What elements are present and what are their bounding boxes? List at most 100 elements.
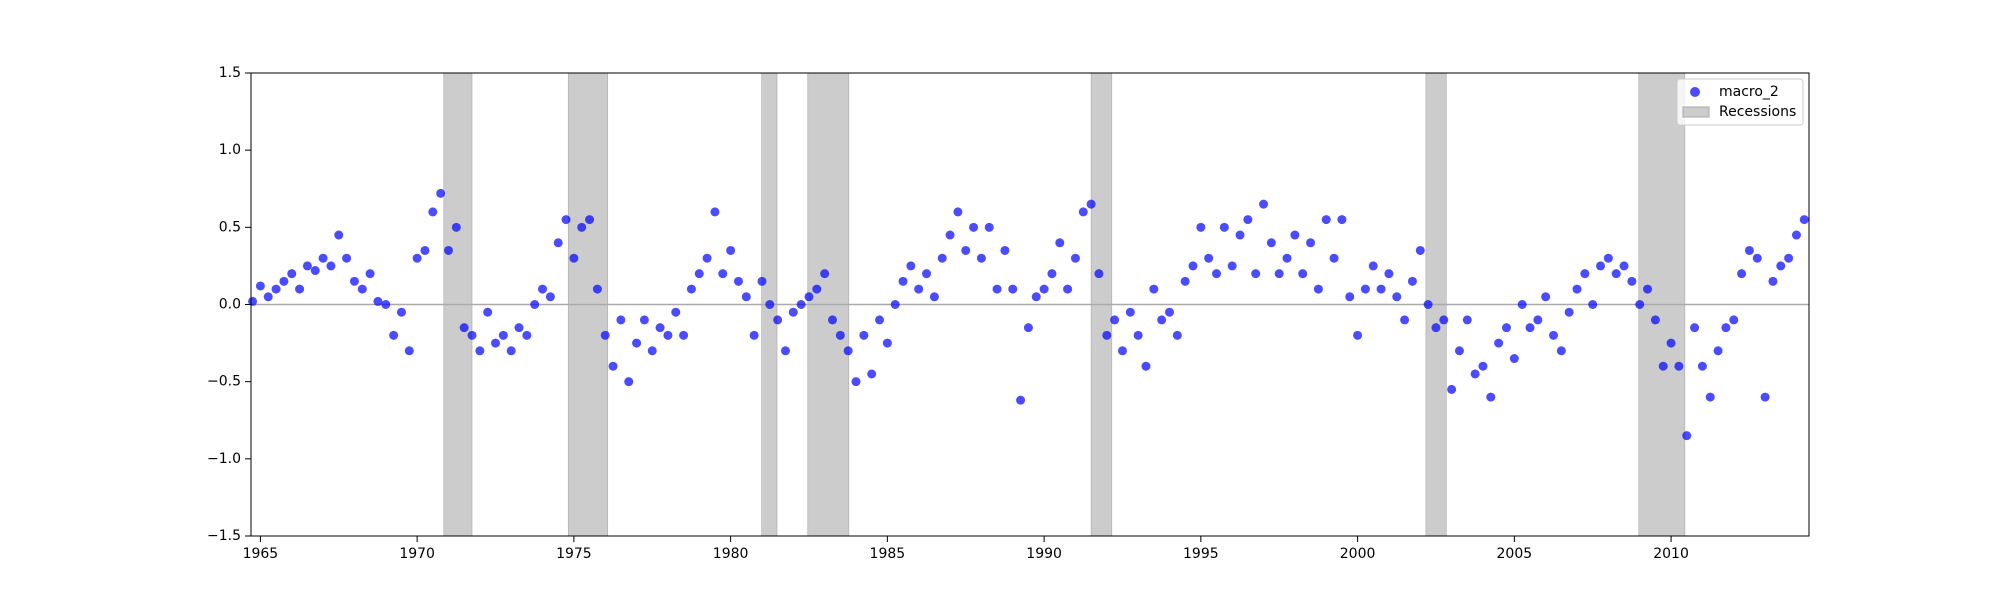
legend-label: Recessions bbox=[1719, 104, 1796, 120]
point bbox=[875, 315, 885, 325]
point bbox=[483, 307, 493, 317]
point bbox=[349, 276, 359, 286]
point bbox=[1564, 307, 1574, 317]
point bbox=[1423, 300, 1433, 309]
point bbox=[1188, 261, 1198, 271]
point bbox=[812, 284, 822, 294]
point bbox=[1039, 284, 1049, 294]
point bbox=[1588, 300, 1598, 309]
point bbox=[1439, 315, 1449, 325]
point bbox=[694, 269, 704, 279]
point bbox=[796, 300, 806, 309]
point bbox=[835, 330, 845, 340]
point bbox=[357, 284, 367, 294]
point bbox=[1243, 215, 1253, 225]
point bbox=[498, 330, 508, 340]
point bbox=[733, 276, 743, 286]
point bbox=[718, 269, 728, 279]
point bbox=[1760, 392, 1770, 402]
point bbox=[373, 296, 383, 306]
point bbox=[1666, 338, 1676, 348]
x-tick-label: 1995 bbox=[1183, 546, 1219, 562]
point bbox=[788, 307, 798, 317]
legend-label: macro_2 bbox=[1719, 84, 1779, 100]
point bbox=[334, 230, 344, 240]
point bbox=[1259, 199, 1269, 209]
point bbox=[1392, 292, 1402, 302]
point bbox=[1509, 354, 1519, 364]
point bbox=[922, 269, 932, 279]
point bbox=[585, 215, 595, 225]
point bbox=[1117, 346, 1127, 356]
point bbox=[1525, 323, 1535, 333]
point bbox=[632, 338, 642, 348]
point bbox=[1682, 431, 1692, 441]
x-tick-label: 1970 bbox=[399, 546, 435, 562]
point bbox=[569, 253, 579, 263]
point bbox=[1180, 276, 1190, 286]
point bbox=[914, 284, 924, 294]
point bbox=[530, 300, 540, 309]
point bbox=[1078, 207, 1088, 217]
point bbox=[443, 245, 453, 255]
legend-marker bbox=[1682, 106, 1710, 118]
point bbox=[538, 284, 548, 294]
y-tick-label: 0.0 bbox=[219, 297, 241, 313]
point bbox=[1110, 315, 1120, 325]
x-tick-label: 2000 bbox=[1340, 546, 1376, 562]
y-tick-label: 1.5 bbox=[219, 65, 241, 81]
point bbox=[467, 330, 477, 340]
point bbox=[851, 377, 861, 387]
point bbox=[1447, 384, 1457, 394]
point bbox=[890, 300, 900, 309]
point bbox=[1415, 245, 1425, 255]
point bbox=[1337, 215, 1347, 225]
point bbox=[624, 377, 634, 387]
point bbox=[1055, 238, 1065, 248]
point bbox=[1274, 269, 1284, 279]
point bbox=[859, 330, 869, 340]
point bbox=[506, 346, 516, 356]
point bbox=[1470, 369, 1480, 379]
point bbox=[1431, 323, 1441, 333]
point bbox=[608, 361, 618, 371]
point bbox=[1556, 346, 1566, 356]
point bbox=[929, 292, 939, 302]
point bbox=[992, 284, 1002, 294]
y-tick-label: −0.5 bbox=[207, 374, 241, 390]
point bbox=[1744, 245, 1754, 255]
point bbox=[342, 253, 352, 263]
point bbox=[757, 276, 767, 286]
point bbox=[1721, 323, 1731, 333]
point bbox=[522, 330, 532, 340]
point bbox=[616, 315, 626, 325]
point bbox=[1627, 276, 1637, 286]
point bbox=[1454, 346, 1464, 356]
y-tick-label: −1.5 bbox=[207, 528, 241, 544]
point bbox=[389, 330, 399, 340]
point bbox=[1799, 215, 1809, 225]
point bbox=[1486, 392, 1496, 402]
point bbox=[843, 346, 853, 356]
point bbox=[671, 307, 681, 317]
y-tick-label: −1.0 bbox=[207, 451, 241, 467]
point bbox=[1204, 253, 1214, 263]
point bbox=[1705, 392, 1715, 402]
point bbox=[1164, 307, 1174, 317]
point bbox=[279, 276, 289, 286]
point bbox=[1384, 269, 1394, 279]
point bbox=[1580, 269, 1590, 279]
point bbox=[1047, 269, 1057, 279]
point bbox=[1791, 230, 1801, 240]
point bbox=[828, 315, 838, 325]
point bbox=[1737, 269, 1747, 279]
point bbox=[1517, 300, 1527, 309]
point bbox=[318, 253, 328, 263]
point bbox=[475, 346, 485, 356]
point bbox=[1360, 284, 1370, 294]
point bbox=[545, 292, 555, 302]
point bbox=[679, 330, 689, 340]
point bbox=[1400, 315, 1410, 325]
point bbox=[1713, 346, 1723, 356]
